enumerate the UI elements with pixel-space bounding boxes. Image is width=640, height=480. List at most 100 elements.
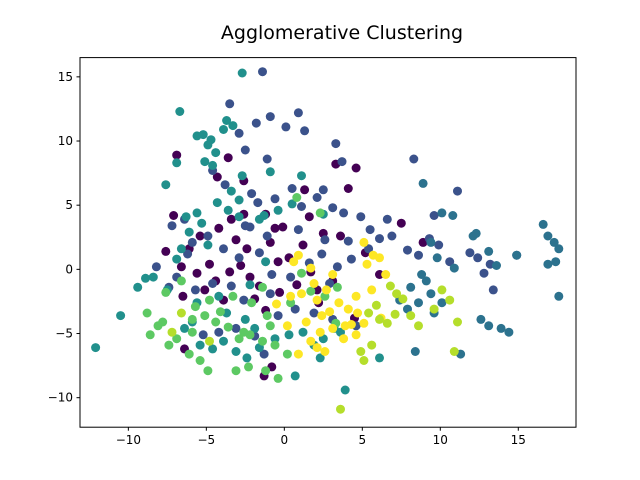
point-cluster-5-14 — [551, 257, 561, 267]
point-cluster-3-16 — [231, 366, 241, 376]
point-cluster-1-42 — [364, 244, 374, 254]
point-cluster-3-11 — [270, 340, 280, 350]
point-cluster-6-17 — [382, 318, 392, 328]
point-cluster-1-22 — [339, 208, 349, 218]
point-cluster-1-61 — [290, 304, 300, 314]
point-cluster-2-29 — [176, 244, 186, 254]
point-cluster-2-39 — [270, 334, 280, 344]
point-cluster-5-27 — [496, 323, 506, 333]
point-cluster-3-7 — [223, 322, 233, 332]
point-cluster-1-65 — [259, 349, 269, 359]
point-cluster-3-27 — [247, 298, 257, 308]
point-cluster-4-4 — [321, 285, 331, 295]
point-cluster-4-25 — [301, 317, 311, 327]
point-cluster-5-2 — [426, 237, 436, 247]
point-cluster-2-20 — [234, 212, 244, 222]
point-cluster-4-26 — [325, 307, 335, 317]
point-cluster-1-62 — [309, 308, 319, 318]
point-cluster-3-30 — [297, 268, 306, 278]
point-cluster-5-13 — [554, 244, 564, 254]
point-cluster-6-6 — [392, 289, 402, 299]
point-cluster-4-6 — [334, 298, 344, 308]
point-cluster-3-18 — [195, 356, 205, 365]
point-cluster-6-14 — [453, 317, 462, 327]
point-cluster-4-15 — [359, 318, 369, 328]
point-cluster-1-60 — [273, 311, 283, 321]
point-cluster-4-8 — [351, 291, 361, 301]
point-cluster-6-13 — [445, 295, 455, 305]
point-cluster-1-16 — [270, 194, 280, 204]
point-cluster-2-22 — [273, 205, 283, 215]
point-cluster-5-25 — [476, 314, 486, 324]
point-cluster-6-2 — [359, 356, 369, 365]
point-cluster-1-14 — [247, 189, 257, 199]
point-cluster-1-47 — [187, 237, 197, 247]
point-cluster-2-51 — [133, 282, 143, 292]
point-cluster-5-19 — [414, 298, 423, 308]
point-cluster-2-64 — [340, 385, 350, 395]
point-cluster-4-32 — [346, 320, 356, 329]
point-cluster-4-28 — [289, 257, 299, 267]
point-cluster-3-33 — [332, 282, 342, 292]
point-cluster-4-2 — [309, 279, 319, 288]
point-cluster-2-45 — [161, 180, 171, 190]
point-cluster-4-11 — [359, 237, 369, 247]
point-cluster-6-0 — [336, 404, 345, 414]
point-cluster-2-63 — [375, 353, 384, 363]
point-cluster-3-21 — [153, 321, 163, 331]
point-cluster-3-12 — [282, 349, 292, 359]
point-cluster-1-54 — [226, 281, 236, 291]
point-cluster-1-81 — [183, 249, 193, 259]
point-cluster-1-3 — [251, 118, 261, 128]
point-cluster-1-24 — [365, 225, 375, 235]
point-cluster-0-50 — [178, 291, 188, 301]
point-cluster-3-19 — [184, 349, 194, 359]
point-cluster-2-8 — [211, 148, 221, 158]
point-cluster-1-30 — [434, 240, 444, 250]
point-cluster-2-37 — [240, 314, 250, 324]
point-cluster-1-32 — [465, 248, 475, 258]
point-cluster-4-23 — [282, 321, 292, 331]
point-cluster-4-35 — [286, 291, 296, 301]
point-cluster-0-14 — [214, 223, 224, 233]
point-cluster-1-69 — [198, 330, 208, 340]
point-cluster-1-80 — [240, 221, 250, 231]
point-cluster-3-0 — [145, 330, 155, 340]
point-cluster-2-15 — [212, 198, 222, 208]
point-cluster-2-32 — [172, 254, 182, 264]
point-cluster-2-16 — [192, 208, 202, 218]
point-cluster-1-51 — [254, 248, 264, 258]
point-cluster-1-55 — [208, 279, 218, 288]
point-cluster-0-43 — [205, 259, 214, 269]
point-cluster-1-40 — [409, 154, 419, 164]
point-cluster-2-50 — [116, 311, 126, 321]
point-cluster-0-34 — [226, 214, 236, 224]
point-cluster-0-40 — [300, 185, 310, 195]
point-cluster-3-10 — [258, 336, 267, 346]
point-cluster-2-5 — [219, 125, 228, 134]
point-cluster-4-0 — [293, 250, 303, 260]
point-cluster-2-60 — [290, 371, 300, 381]
point-cluster-1-15 — [253, 198, 263, 208]
point-cluster-3-13 — [273, 373, 283, 383]
point-cluster-5-0 — [418, 178, 428, 188]
point-cluster-2-65 — [184, 227, 194, 237]
y-tick-label: 10 — [58, 134, 73, 148]
y-tick-label: −5 — [55, 327, 73, 341]
point-cluster-0-42 — [273, 257, 283, 267]
point-cluster-2-3 — [198, 130, 208, 140]
point-cluster-5-26 — [484, 321, 494, 331]
point-cluster-4-5 — [328, 270, 338, 279]
point-cluster-3-24 — [187, 327, 197, 337]
point-cluster-0-15 — [195, 231, 205, 241]
point-cluster-1-25 — [375, 234, 384, 244]
point-cluster-1-21 — [328, 203, 338, 213]
point-cluster-5-3 — [432, 253, 442, 263]
point-cluster-0-21 — [225, 267, 235, 277]
point-cluster-3-25 — [215, 307, 225, 317]
point-cluster-2-0 — [237, 68, 247, 78]
point-cluster-2-7 — [203, 140, 213, 150]
point-cluster-2-31 — [148, 272, 158, 282]
point-cluster-1-28 — [414, 250, 423, 260]
point-cluster-1-41 — [382, 214, 392, 224]
